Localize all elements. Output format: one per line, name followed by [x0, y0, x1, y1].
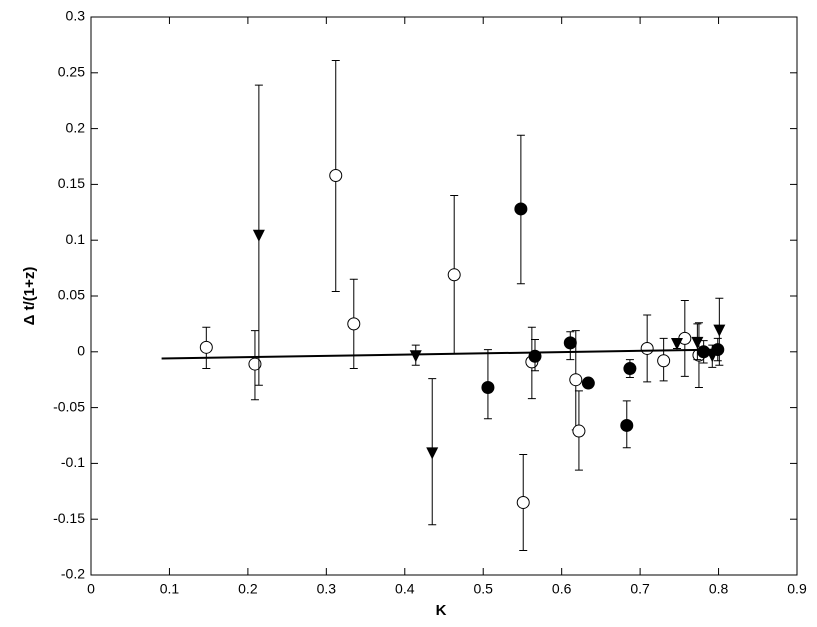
y-tick-label: -0.1	[61, 454, 85, 470]
point	[713, 324, 726, 337]
point	[514, 202, 528, 216]
plot-frame	[90, 16, 798, 576]
y-axis-title: Δ t/(1+z)	[21, 267, 38, 326]
point	[572, 424, 586, 438]
point	[447, 268, 461, 282]
y-tick-label: -0.05	[53, 398, 85, 414]
point	[620, 418, 634, 432]
x-tick-label: 0.7	[630, 581, 650, 597]
point	[347, 317, 361, 331]
x-tick-label: 0.8	[709, 581, 729, 597]
point	[248, 357, 262, 371]
point	[670, 337, 683, 350]
point	[706, 350, 719, 363]
point	[691, 336, 704, 349]
point	[329, 168, 343, 182]
x-tick-label: 0.2	[238, 581, 258, 597]
y-tick-label: 0.05	[58, 287, 85, 303]
y-tick-label: 0.3	[66, 8, 86, 24]
point	[657, 354, 671, 368]
x-tick-label: 0.5	[473, 581, 493, 597]
point	[563, 336, 577, 350]
x-tick-label: 0.4	[395, 581, 415, 597]
x-tick-label: 0	[87, 581, 95, 597]
point	[481, 381, 495, 395]
y-tick-label: -0.2	[61, 566, 85, 582]
y-tick-label: -0.15	[53, 510, 85, 526]
x-tick-label: 0.3	[317, 581, 337, 597]
x-axis-title: K	[436, 602, 447, 619]
x-tick-label: 0.6	[552, 581, 572, 597]
y-tick-label: 0.15	[58, 175, 85, 191]
point	[581, 376, 595, 390]
x-tick-label: 0.9	[787, 581, 807, 597]
y-tick-label: 0.2	[66, 119, 86, 135]
point	[199, 340, 213, 354]
y-tick-label: 0	[77, 343, 85, 359]
point	[252, 229, 265, 242]
point	[426, 447, 439, 460]
x-tick-label: 0.1	[160, 581, 180, 597]
fit-line	[161, 348, 719, 360]
point	[516, 495, 530, 509]
point	[623, 362, 637, 376]
point	[569, 373, 583, 387]
point	[409, 350, 422, 363]
y-tick-label: 0.25	[58, 64, 85, 80]
point	[640, 341, 654, 355]
y-tick-label: 0.1	[66, 231, 86, 247]
